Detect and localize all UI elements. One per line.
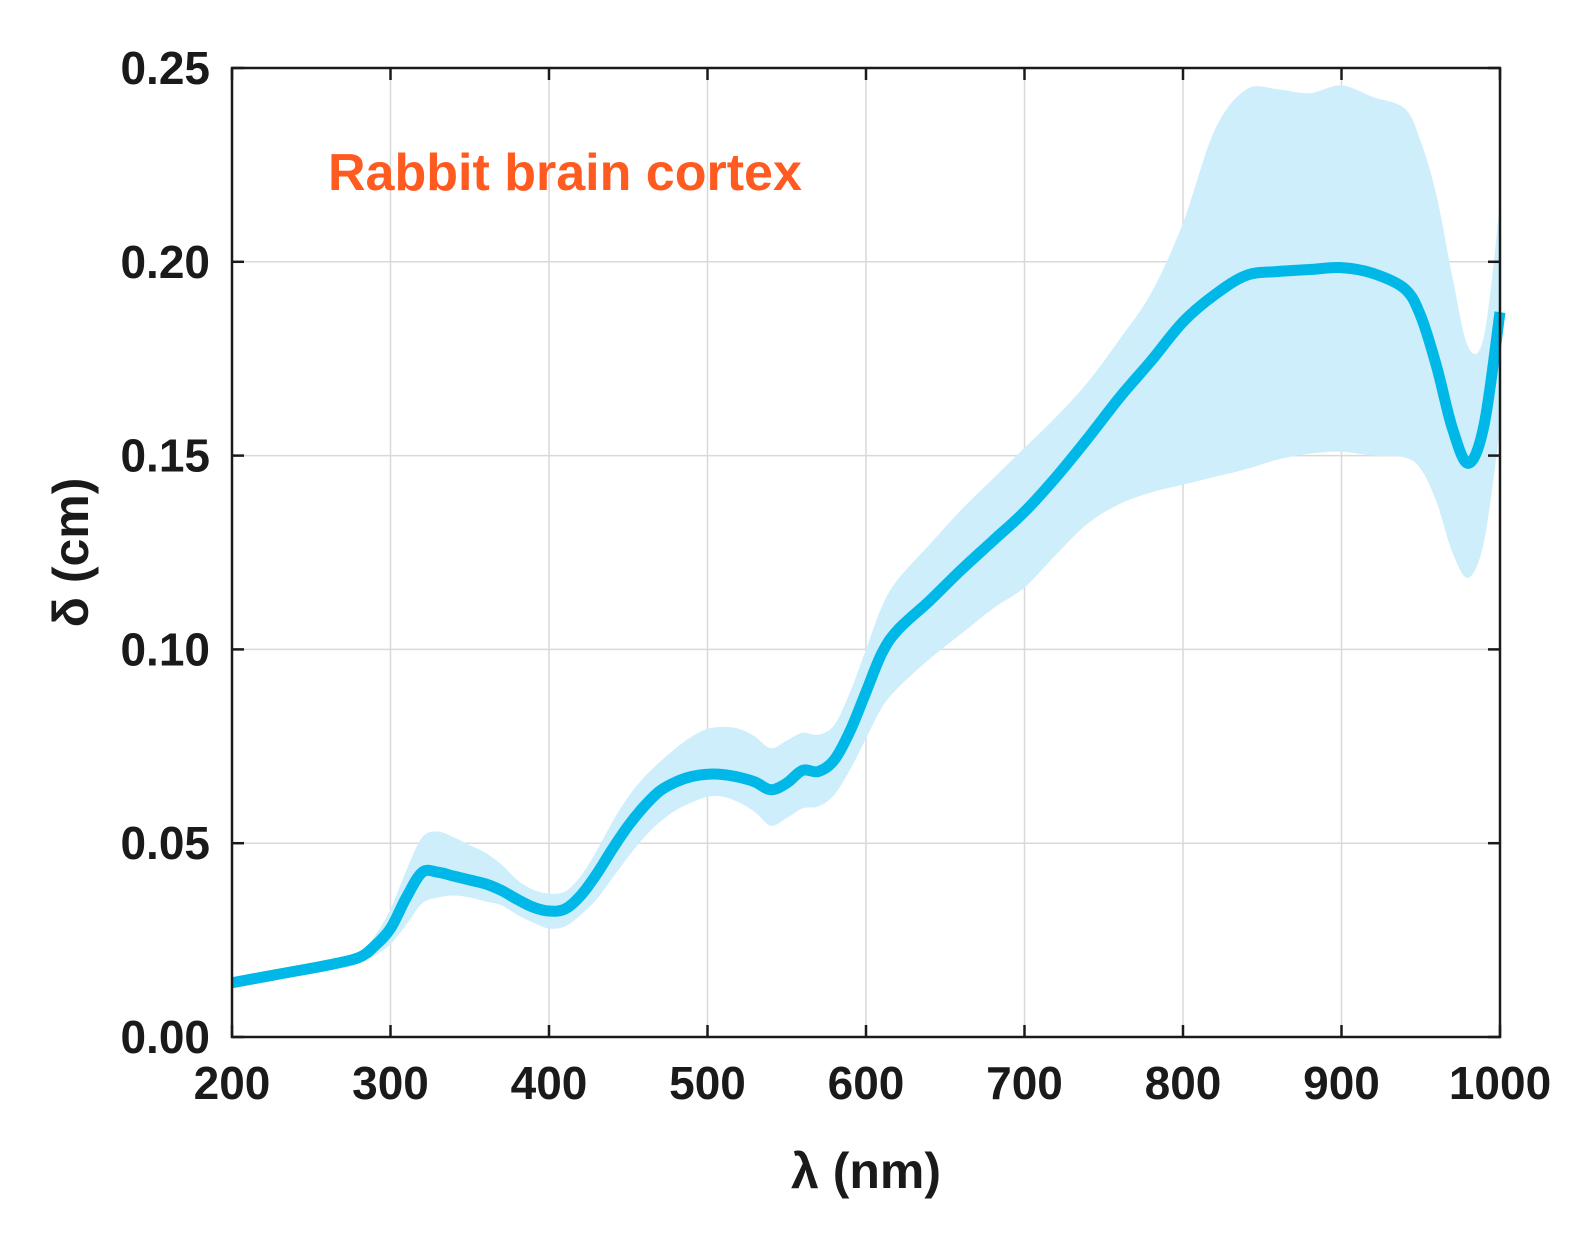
y-tick-label: 0.20 bbox=[120, 236, 210, 288]
x-tick-label: 500 bbox=[669, 1057, 746, 1109]
x-tick-label: 200 bbox=[194, 1057, 271, 1109]
x-tick-label: 600 bbox=[828, 1057, 905, 1109]
x-tick-label: 800 bbox=[1145, 1057, 1222, 1109]
x-tick-label: 900 bbox=[1303, 1057, 1380, 1109]
y-tick-label: 0.15 bbox=[120, 430, 210, 482]
error-band bbox=[232, 85, 1500, 985]
error-band-layer bbox=[232, 85, 1500, 985]
series-line-0 bbox=[231, 261, 1506, 989]
y-tick-labels: 0.00 0.05 0.10 0.15 0.20 0.25 bbox=[120, 42, 210, 1063]
x-tick-label: 300 bbox=[352, 1057, 429, 1109]
x-tick-label: 700 bbox=[986, 1057, 1063, 1109]
y-tick-label: 0.00 bbox=[120, 1011, 210, 1063]
y-tick-label: 0.05 bbox=[120, 817, 210, 869]
series-line-layer bbox=[231, 261, 1506, 989]
tick-marks bbox=[230, 66, 1502, 1039]
x-tick-label: 400 bbox=[511, 1057, 588, 1109]
y-axis-title: δ (cm) bbox=[43, 478, 99, 628]
y-tick-label: 0.10 bbox=[120, 623, 210, 675]
y-tick-label: 0.25 bbox=[120, 42, 210, 94]
x-axis-title: λ (nm) bbox=[791, 1143, 941, 1199]
chart-annotation: Rabbit brain cortex bbox=[328, 144, 802, 202]
x-tick-label: 1000 bbox=[1449, 1057, 1551, 1109]
x-tick-labels: 200 300 400 500 600 700 800 900 1000 bbox=[194, 1057, 1552, 1109]
